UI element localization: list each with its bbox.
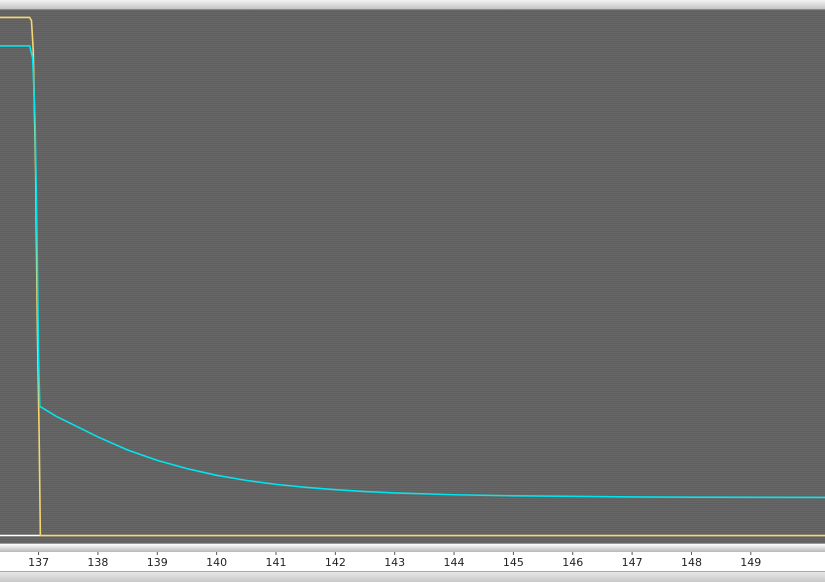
x-tick-label: 149 (740, 556, 761, 569)
x-tick-label: 137 (28, 556, 49, 569)
x-tick-label: 148 (681, 556, 702, 569)
series-line-2 (0, 45, 825, 499)
x-tick-label: 147 (622, 556, 643, 569)
x-tick-label: 144 (444, 556, 465, 569)
x-tick-label: 146 (562, 556, 583, 569)
plot-bottom-separator[interactable] (0, 543, 825, 552)
plot-canvas (0, 16, 825, 537)
plot-area (0, 10, 825, 543)
top-scroll-bar (0, 0, 825, 10)
x-tick-label: 145 (503, 556, 524, 569)
x-tick-label: 143 (384, 556, 405, 569)
time-axis-canvas: 137 138 139 140 141 142 143 144 145 146 147 148 149 (28, 552, 761, 569)
x-tick-label: 138 (87, 556, 108, 569)
x-tick-label: 141 (265, 556, 286, 569)
series-line-1 (0, 16, 825, 537)
horizontal-scrollbar[interactable] (0, 571, 825, 582)
x-tick-label: 139 (147, 556, 168, 569)
x-tick-label: 140 (206, 556, 227, 569)
x-tick-label: 142 (325, 556, 346, 569)
